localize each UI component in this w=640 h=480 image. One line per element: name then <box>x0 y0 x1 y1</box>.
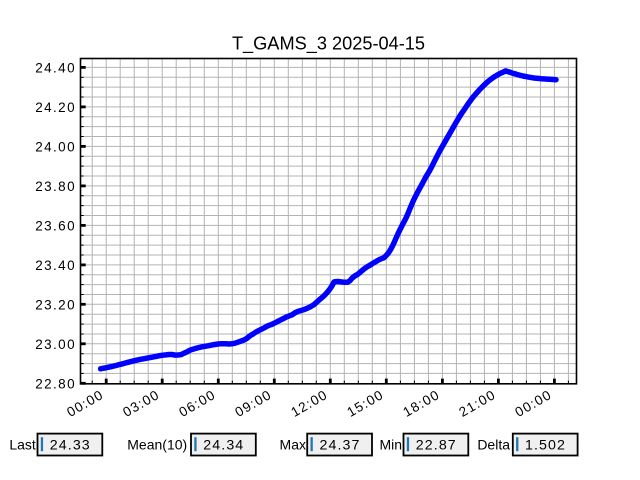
svg-text:23.60: 23.60 <box>35 219 76 234</box>
svg-text:Min: Min <box>379 436 402 452</box>
svg-text:Mean(10): Mean(10) <box>127 436 187 452</box>
svg-text:T_GAMS_3 2025-04-15: T_GAMS_3 2025-04-15 <box>232 34 425 55</box>
svg-text:Max: Max <box>280 436 306 452</box>
svg-text:24.37: 24.37 <box>320 438 361 454</box>
svg-text:23.20: 23.20 <box>35 298 76 313</box>
svg-text:Delta: Delta <box>477 436 510 452</box>
svg-text:23.00: 23.00 <box>35 337 76 352</box>
svg-text:23.80: 23.80 <box>35 179 76 194</box>
svg-text:23.40: 23.40 <box>35 258 76 273</box>
svg-text:22.87: 22.87 <box>416 438 457 454</box>
svg-text:1.502: 1.502 <box>525 438 566 454</box>
svg-text:22.80: 22.80 <box>35 377 76 392</box>
svg-text:Last: Last <box>9 436 36 452</box>
svg-text:24.00: 24.00 <box>35 140 76 155</box>
svg-text:24.40: 24.40 <box>35 61 76 76</box>
svg-text:24.33: 24.33 <box>50 438 91 454</box>
svg-text:24.34: 24.34 <box>203 438 244 454</box>
svg-text:24.20: 24.20 <box>35 100 76 115</box>
